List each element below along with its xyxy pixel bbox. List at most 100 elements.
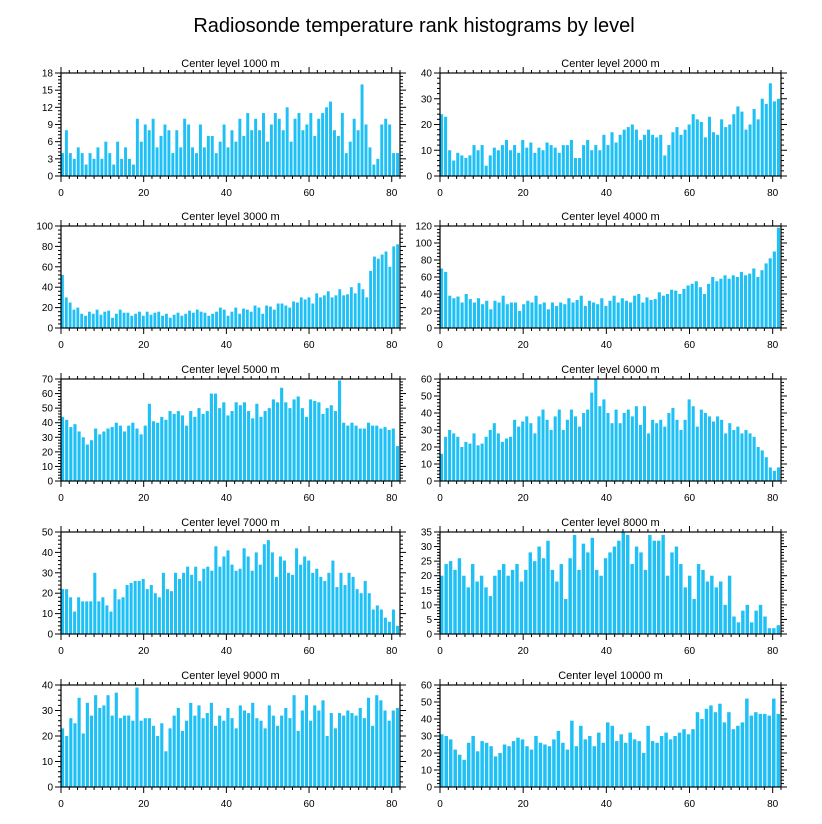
histogram-bar [500,145,504,176]
histogram-bar [513,419,517,481]
histogram-bar [637,741,641,787]
histogram-bar [213,393,218,481]
histogram-bar [391,710,395,787]
histogram-bar [509,436,513,481]
histogram-bar [690,283,694,328]
histogram-bar [325,408,329,481]
y-tick-label: 20 [42,447,54,458]
histogram-bar [214,153,218,176]
histogram-bar [258,564,262,634]
y-tick-label: 10 [42,609,54,620]
histogram-bar [371,725,375,787]
histogram-bar [383,710,387,787]
y-tick-label: 50 [42,404,54,415]
x-tick-label: 60 [303,493,315,504]
histogram-bar [77,597,81,634]
histogram-bar [542,302,546,328]
histogram-bar [366,697,371,787]
histogram-bar [97,601,101,634]
x-tick-label: 60 [684,799,696,810]
y-tick-label: 0 [426,783,432,794]
histogram-bar [616,302,620,328]
x-tick-label: 20 [518,493,530,504]
histogram-bar [504,139,509,176]
histogram-bar [661,534,665,634]
histogram-bar [768,467,772,481]
y-tick-label: 30 [42,706,54,717]
histogram-bar [674,546,679,634]
histogram-bar [188,310,191,328]
histogram-bar [524,569,528,634]
histogram-bar [586,552,590,634]
histogram-bar [178,578,182,634]
histogram-bar [581,543,586,634]
histogram-bar [444,436,448,481]
histogram-bar [201,413,205,481]
histogram-bar [760,98,764,176]
y-tick-label: 40 [42,548,54,559]
y-tick-label: 15 [42,86,54,97]
panel-title: Center level 6000 m [561,364,659,376]
histogram-bar [707,116,711,176]
histogram-bar [147,130,151,176]
histogram-bar [493,575,497,634]
histogram-bar [299,297,303,328]
histogram-bar [98,707,102,787]
histogram-bar [329,101,332,176]
histogram-bar [218,141,222,176]
histogram-bar [305,124,309,176]
histogram-bar [288,307,292,328]
histogram-bar [448,295,452,328]
histogram-bar [321,113,325,176]
histogram-bar [633,295,637,328]
histogram-bar [606,722,610,787]
histogram-bar [489,309,493,328]
x-tick-label: 20 [138,188,150,199]
histogram-bar [612,295,616,328]
histogram-bar [440,114,444,176]
plot-frame [60,225,401,329]
histogram-bar [61,589,65,634]
histogram-bar [263,728,267,787]
histogram-bar [230,718,234,787]
histogram-bar [577,569,581,634]
histogram-bar [545,142,549,176]
histogram-bar [570,720,574,787]
histogram-bar [590,150,594,176]
histogram-bar [448,561,453,634]
histogram-bar [703,413,707,481]
histogram-bar [521,421,525,481]
histogram-bar [213,725,218,787]
histogram-bar [259,720,263,787]
histogram-bar [250,570,254,634]
histogram-bar [559,302,563,328]
panel-title: Center level 10000 m [558,670,663,682]
histogram-bar [263,411,267,481]
histogram-bar [530,302,534,328]
histogram-bar [479,575,484,634]
histogram-bar [295,548,299,634]
histogram-bar [234,141,238,176]
histogram-bar [724,433,728,481]
histogram-panel-2: Center level 2000 m 0 20 40 60 80 0 10 20 30 40 [421,58,787,199]
histogram-bar [106,428,110,481]
y-tick-label: 20 [421,120,433,131]
x-tick-label: 60 [303,799,315,810]
histogram-bar [332,130,336,176]
histogram-bar [623,742,628,787]
histogram-bar [705,581,710,634]
histogram-bar [480,145,484,176]
y-tick-label: 60 [42,262,54,273]
histogram-bar [202,147,206,176]
histogram-bar [452,433,456,481]
y-tick-label: 50 [421,392,433,403]
histogram-bar [614,142,618,176]
histogram-bar [304,416,309,481]
x-tick-label: 60 [684,646,696,657]
histogram-bar [444,736,448,787]
histogram-bar [175,130,179,176]
histogram-bar [687,399,691,481]
histogram-bar [647,433,651,481]
histogram-bar [760,450,764,481]
histogram-bar [315,293,319,328]
